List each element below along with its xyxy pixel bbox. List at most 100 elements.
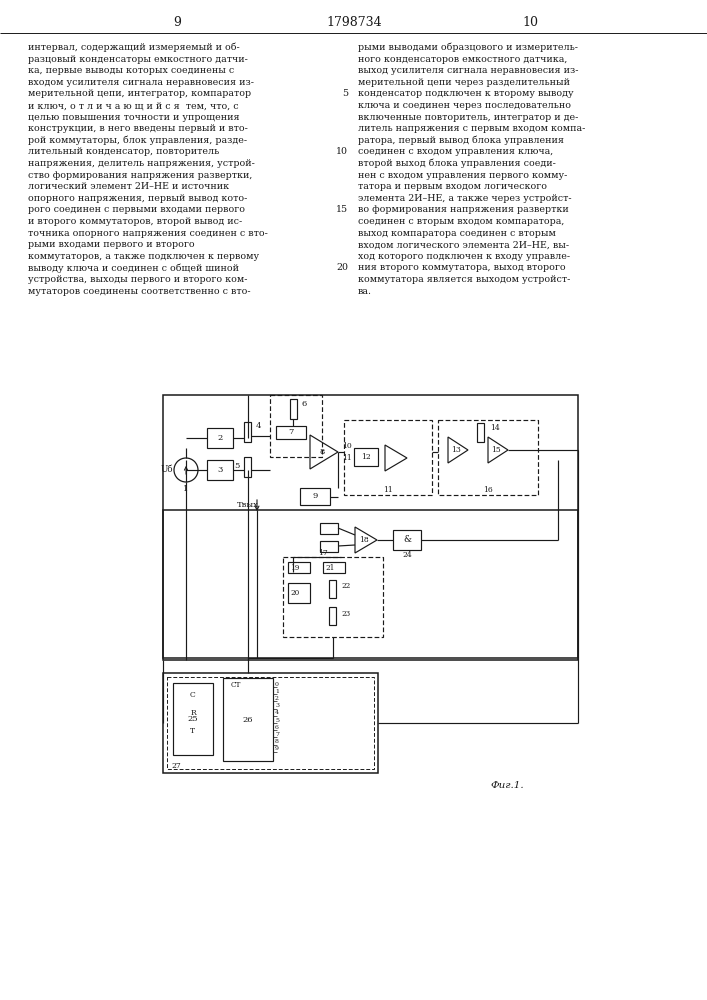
Text: входом логического элемента 2И–НЕ, вы-: входом логического элемента 2И–НЕ, вы- [358, 240, 569, 249]
Text: 22: 22 [341, 582, 350, 590]
Text: 27: 27 [171, 762, 181, 770]
Text: рыми выводами образцового и измеритель-: рыми выводами образцового и измеритель- [358, 43, 578, 52]
Text: 25: 25 [187, 715, 198, 723]
Bar [438, 420, 538, 495]
Bar [167, 677, 374, 769]
Bar [244, 422, 251, 442]
Bar [288, 583, 310, 603]
Text: 18: 18 [359, 536, 369, 544]
Text: 15: 15 [336, 205, 348, 214]
Bar [329, 580, 336, 598]
Text: 3: 3 [217, 466, 223, 474]
Text: 6: 6 [302, 400, 308, 408]
Bar [329, 607, 336, 625]
Bar [323, 562, 345, 573]
Bar [300, 488, 330, 505]
Text: точника опорного напряжения соединен с вто-: точника опорного напряжения соединен с в… [28, 229, 268, 238]
Text: ход которого подключен к входу управле-: ход которого подключен к входу управле- [358, 252, 570, 261]
Text: мерительной цепи через разделительный: мерительной цепи через разделительный [358, 78, 570, 87]
Bar [163, 395, 578, 660]
Text: 1: 1 [183, 485, 189, 493]
Text: Фиг.1.: Фиг.1. [490, 780, 524, 790]
Text: коммутатора является выходом устройст-: коммутатора является выходом устройст- [358, 275, 571, 284]
Text: ство формирования напряжения развертки,: ство формирования напряжения развертки, [28, 171, 252, 180]
Text: 4: 4 [256, 422, 262, 430]
Text: Tвых: Tвых [237, 501, 259, 509]
Text: напряжения, делитель напряжения, устрой-: напряжения, делитель напряжения, устрой- [28, 159, 255, 168]
Bar [163, 673, 378, 773]
Text: 13: 13 [451, 446, 461, 454]
Text: 9: 9 [275, 746, 279, 751]
Bar [320, 541, 338, 552]
Text: CT: CT [231, 681, 241, 689]
Bar [288, 562, 310, 573]
Text: лительный конденсатор, повторитель: лительный конденсатор, повторитель [28, 147, 219, 156]
Text: 10: 10 [336, 147, 348, 156]
Text: мерительной цепи, интегратор, компаратор: мерительной цепи, интегратор, компаратор [28, 89, 251, 98]
Bar [283, 557, 383, 637]
Text: T: T [190, 727, 196, 735]
Text: C: C [190, 691, 196, 699]
Text: 10: 10 [342, 442, 352, 450]
Text: 20: 20 [336, 263, 348, 272]
Text: 20: 20 [291, 589, 300, 597]
Bar [320, 523, 338, 534]
Bar [477, 423, 484, 442]
Text: во формирования напряжения развертки: во формирования напряжения развертки [358, 205, 568, 214]
Text: конденсатор подключен к второму выводу: конденсатор подключен к второму выводу [358, 89, 573, 98]
Text: 2: 2 [275, 696, 279, 701]
Bar [163, 510, 578, 658]
Text: элемента 2И–НЕ, а также через устройст-: элемента 2И–НЕ, а также через устройст- [358, 194, 572, 203]
Text: 24: 24 [402, 551, 412, 559]
Text: 16: 16 [483, 486, 493, 494]
Text: опорного напряжения, первый вывод кото-: опорного напряжения, первый вывод кото- [28, 194, 247, 203]
Text: татора и первым входом логического: татора и первым входом логического [358, 182, 547, 191]
Text: выход компаратора соединен с вторым: выход компаратора соединен с вторым [358, 229, 556, 238]
Text: рого соединен с первыми входами первого: рого соединен с первыми входами первого [28, 205, 245, 214]
Bar [207, 460, 233, 480]
Text: Uб: Uб [160, 466, 173, 475]
Text: ва.: ва. [358, 287, 372, 296]
Text: 9: 9 [312, 492, 317, 500]
Text: нен с входом управления первого комму-: нен с входом управления первого комму- [358, 171, 568, 180]
Text: разцовый конденсаторы емкостного датчи-: разцовый конденсаторы емкостного датчи- [28, 55, 248, 64]
Text: 3: 3 [275, 703, 279, 708]
Text: 10: 10 [522, 16, 538, 29]
Text: ния второго коммутатора, выход второго: ния второго коммутатора, выход второго [358, 263, 566, 272]
Text: 7: 7 [275, 732, 279, 737]
Text: 5: 5 [234, 462, 240, 470]
Text: 7: 7 [288, 428, 293, 436]
Text: выводу ключа и соединен с общей шиной: выводу ключа и соединен с общей шиной [28, 263, 239, 273]
Bar [354, 448, 378, 466]
Bar [270, 395, 322, 457]
Text: конструкции, в него введены первый и вто-: конструкции, в него введены первый и вто… [28, 124, 248, 133]
Bar [290, 399, 297, 419]
Text: 4: 4 [275, 710, 279, 715]
Text: мутаторов соединены соответственно с вто-: мутаторов соединены соответственно с вто… [28, 287, 250, 296]
Text: 8: 8 [320, 448, 325, 456]
Text: 19: 19 [291, 564, 300, 572]
Text: включенные повторитель, интегратор и де-: включенные повторитель, интегратор и де- [358, 113, 578, 122]
Text: коммутаторов, а также подключен к первому: коммутаторов, а также подключен к первом… [28, 252, 259, 261]
Bar [393, 530, 421, 550]
Text: интервал, содержащий измеряемый и об-: интервал, содержащий измеряемый и об- [28, 43, 240, 52]
Text: 17: 17 [318, 549, 328, 557]
Text: 11: 11 [342, 454, 352, 462]
Text: ка, первые выводы которых соединены с: ка, первые выводы которых соединены с [28, 66, 234, 75]
Bar [244, 457, 251, 477]
Text: R: R [190, 709, 196, 717]
Text: 11: 11 [383, 486, 393, 494]
Text: ратора, первый вывод блока управления: ратора, первый вывод блока управления [358, 136, 564, 145]
Text: 26: 26 [243, 716, 253, 724]
Text: 9: 9 [173, 16, 181, 29]
Text: 5: 5 [275, 718, 279, 722]
Text: 12: 12 [361, 453, 371, 461]
Text: 8: 8 [275, 739, 279, 744]
Text: и второго коммутаторов, второй вывод ис-: и второго коммутаторов, второй вывод ис- [28, 217, 243, 226]
Text: 0: 0 [275, 682, 279, 686]
Bar [207, 428, 233, 448]
Text: 6: 6 [275, 725, 279, 730]
Bar [173, 683, 213, 755]
Text: логический элемент 2И–НЕ и источник: логический элемент 2И–НЕ и источник [28, 182, 229, 191]
Text: выход усилителя сигнала неравновесия из-: выход усилителя сигнала неравновесия из- [358, 66, 578, 75]
